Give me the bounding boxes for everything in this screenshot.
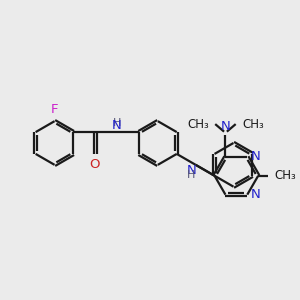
Text: H: H [113,118,122,128]
Text: CH₃: CH₃ [187,118,209,130]
Text: H: H [187,170,196,180]
Text: N: N [220,120,230,133]
Text: F: F [51,103,58,116]
Text: N: N [251,150,261,163]
Text: CH₃: CH₃ [275,169,297,182]
Text: N: N [251,188,261,201]
Text: O: O [89,158,99,171]
Text: N: N [112,118,122,131]
Text: CH₃: CH₃ [242,118,264,130]
Text: N: N [187,164,196,177]
